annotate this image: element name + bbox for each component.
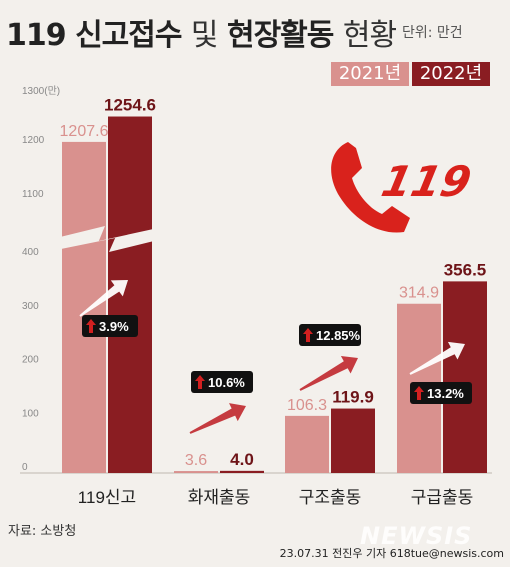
title-part-3: 현장활동 <box>226 18 334 53</box>
data-label-2022: 1254.6 <box>104 96 156 115</box>
growth-arrow <box>409 341 465 375</box>
source-label: 자료: 소방청 <box>8 524 77 539</box>
growth-arrow <box>299 356 358 391</box>
bar-2022 <box>108 116 152 474</box>
data-label-2022: 119.9 <box>332 388 374 407</box>
axis-break <box>56 226 158 252</box>
bar-2021 <box>285 415 329 473</box>
title-part-2: 및 <box>190 18 219 53</box>
y-tick-label: 400 <box>22 247 39 258</box>
up-arrow-icon <box>195 375 205 389</box>
title-part-1: 119 신고접수 <box>6 18 182 53</box>
growth-badge <box>191 371 253 393</box>
credit-label: 23.07.31 전진우 기자 618tue@newsis.com <box>279 547 504 560</box>
data-label-2021: 3.6 <box>185 452 207 469</box>
y-tick-label: 1300(만) <box>22 85 60 97</box>
phone-icon <box>331 142 410 233</box>
y-tick-label: 1200 <box>22 135 45 146</box>
y-tick-label: 1100 <box>22 189 44 200</box>
bar-2021 <box>62 141 106 473</box>
bar-2021 <box>174 471 218 473</box>
data-label-2021: 314.9 <box>399 285 439 302</box>
title-part-4: 현황 <box>342 18 397 53</box>
data-label-2021: 1207.6 <box>60 123 109 140</box>
growth-label: 3.9% <box>99 319 129 334</box>
category-label: 화재출동 <box>188 488 251 507</box>
category-label: 구급출동 <box>411 488 474 507</box>
data-label-2022: 4.0 <box>230 450 254 469</box>
growth-arrow <box>79 280 128 317</box>
category-label: 구조출동 <box>299 488 362 507</box>
bar-2022 <box>220 470 264 473</box>
y-tick-label: 0 <box>22 462 28 473</box>
growth-arrow <box>189 403 246 434</box>
growth-label: 13.2% <box>427 386 464 401</box>
legend-2022: 2022년 <box>412 62 490 86</box>
data-label-2022: 356.5 <box>444 260 487 279</box>
growth-badge <box>410 382 472 404</box>
growth-label: 10.6% <box>208 375 245 390</box>
y-tick-label: 200 <box>22 355 39 366</box>
up-arrow-icon <box>303 328 313 342</box>
bar-2022 <box>331 408 375 473</box>
legend-2021: 2021년 <box>331 62 409 86</box>
up-arrow-icon <box>414 386 424 400</box>
up-arrow-icon <box>86 319 96 333</box>
logo-text: 119 <box>377 158 475 206</box>
growth-badge <box>299 324 361 346</box>
category-label: 119신고 <box>78 488 136 507</box>
y-tick-label: 300 <box>22 301 39 312</box>
data-label-2021: 106.3 <box>287 397 327 414</box>
growth-badge <box>82 315 138 337</box>
y-tick-label: 100 <box>22 408 39 419</box>
chart-title: 119 신고접수 및 현장활동 현황 <box>6 10 397 54</box>
watermark: NEWSIS <box>360 522 473 550</box>
unit-label: 단위: 만건 <box>402 25 463 41</box>
phone-119-logo: 119 <box>331 142 475 233</box>
bar-2022 <box>443 281 487 473</box>
growth-label: 12.85% <box>316 328 361 343</box>
